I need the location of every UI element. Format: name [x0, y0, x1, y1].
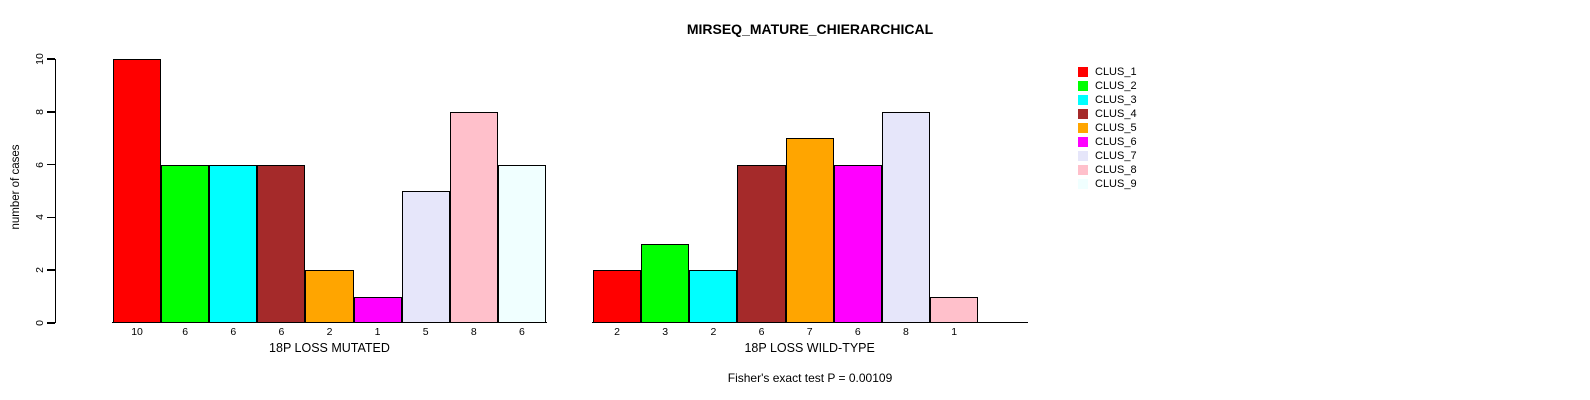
- bar-value-label: 7: [806, 326, 813, 338]
- legend-swatch: [1078, 95, 1088, 105]
- bar-clus_5: [305, 270, 354, 323]
- y-tick-label: 6: [34, 161, 46, 168]
- legend-label: CLUS_8: [1095, 164, 1137, 176]
- legend-label: CLUS_7: [1095, 150, 1137, 162]
- legend-swatch: [1078, 109, 1088, 119]
- legend-label: CLUS_6: [1095, 136, 1137, 148]
- legend-swatch: [1078, 137, 1088, 147]
- bar-clus_3: [209, 164, 258, 323]
- bar-value-label: 1: [374, 326, 381, 338]
- bar-value-label: 6: [854, 326, 861, 338]
- bar-value-label: 3: [662, 326, 669, 338]
- bar-clus_7: [881, 111, 931, 323]
- bar-value-label: 10: [131, 326, 143, 338]
- y-tick-label: 2: [34, 267, 46, 274]
- bar-clus_4: [737, 164, 786, 323]
- bar-clus_1: [113, 59, 162, 323]
- y-tick: [47, 269, 55, 271]
- bar-value-label: 6: [182, 326, 189, 338]
- bar-value-label: 2: [710, 326, 717, 338]
- fisher-test-annotation: Fisher's exact test P = 0.00109: [727, 371, 893, 385]
- y-tick-label: 8: [34, 108, 46, 115]
- y-axis-label: number of cases: [10, 144, 22, 230]
- bar-clus_3: [689, 270, 738, 323]
- bar-value-label: 2: [614, 326, 620, 338]
- x-axis-label-mutated: 18P LOSS MUTATED: [269, 341, 390, 355]
- legend-swatch: [1078, 81, 1088, 91]
- bar-value-label: 6: [758, 326, 765, 338]
- bar-clus_9: [497, 164, 546, 323]
- legend-swatch: [1078, 123, 1088, 133]
- legend-swatch: [1078, 179, 1088, 189]
- y-tick-label: 4: [34, 214, 46, 221]
- y-tick: [47, 111, 55, 113]
- legend-swatch: [1078, 165, 1088, 175]
- bar-clus_4: [257, 164, 306, 323]
- y-tick: [47, 322, 55, 324]
- legend-swatch: [1078, 67, 1088, 77]
- bar-clus_1: [593, 270, 642, 323]
- bar-value-label: 8: [470, 326, 477, 338]
- bar-value-label: 6: [230, 326, 237, 338]
- bar-value-label: 1: [951, 326, 958, 338]
- x-axis-label-wild-type: 18P LOSS WILD-TYPE: [744, 341, 875, 355]
- x-axis-line: [591, 321, 1028, 323]
- x-axis-line: [111, 321, 548, 323]
- bar-clus_6: [833, 164, 882, 323]
- y-axis: [54, 59, 56, 323]
- legend-swatch: [1078, 151, 1088, 161]
- bar-value-label: 8: [903, 326, 909, 338]
- bar-clus_2: [161, 164, 210, 323]
- legend-label: CLUS_3: [1095, 94, 1137, 106]
- chart-title: MIRSEQ_MATURE_CHIERARCHICAL: [686, 21, 934, 37]
- y-tick-label: 10: [34, 53, 46, 65]
- legend-label: CLUS_1: [1095, 66, 1137, 78]
- bar-clus_8: [449, 111, 498, 323]
- y-tick: [47, 58, 55, 60]
- bar-clus_8: [930, 296, 979, 323]
- y-tick: [47, 216, 55, 219]
- bar-clus_2: [641, 243, 690, 323]
- bar-clus_5: [785, 138, 834, 323]
- bar-value-label: 2: [326, 326, 333, 338]
- bar-clus_6: [353, 296, 402, 323]
- bar-value-label: 6: [278, 326, 285, 338]
- bar-value-label: 6: [519, 326, 525, 338]
- legend-label: CLUS_5: [1095, 122, 1137, 134]
- bar-clus_7: [401, 191, 450, 323]
- legend-label: CLUS_4: [1095, 108, 1137, 120]
- legend-label: CLUS_2: [1095, 80, 1137, 92]
- bar-value-label: 5: [422, 326, 429, 338]
- legend-label: CLUS_9: [1095, 178, 1137, 190]
- y-tick-label: 0: [34, 320, 46, 326]
- y-tick: [47, 163, 55, 166]
